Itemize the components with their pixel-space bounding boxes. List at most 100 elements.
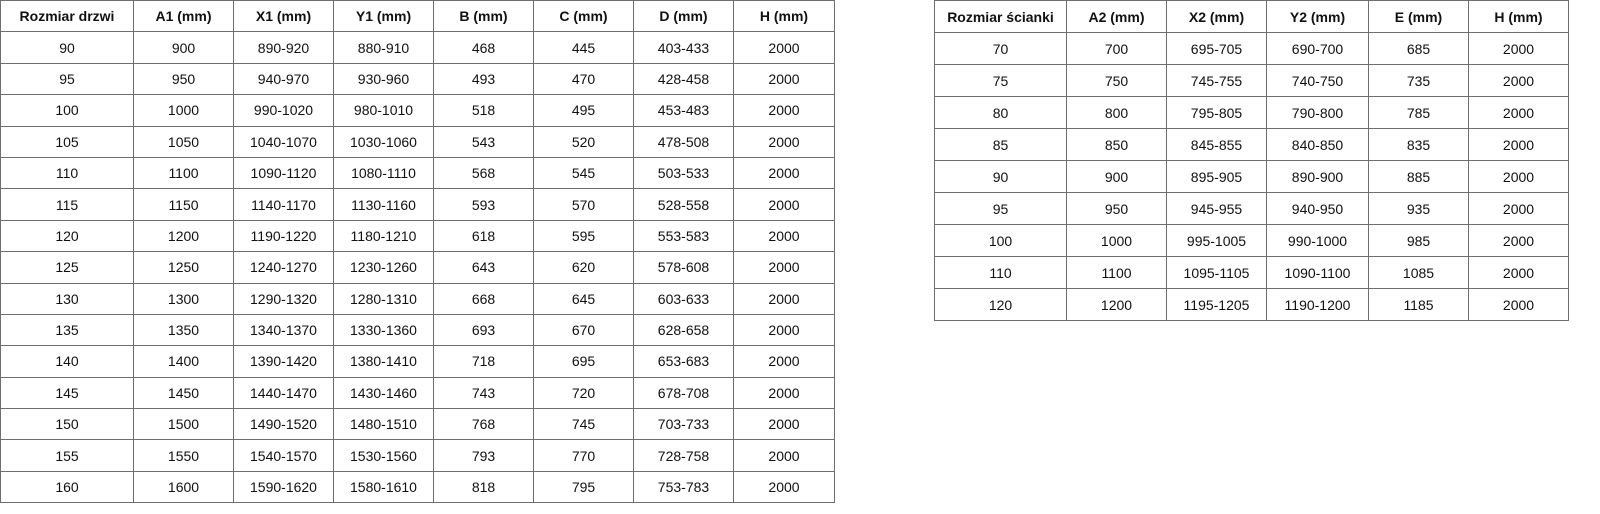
table-cell: 1240-1270 bbox=[233, 251, 334, 284]
table-cell: 840-850 bbox=[1266, 128, 1369, 161]
door-size-table: Rozmiar drzwi A1 (mm) X1 (mm) Y1 (mm) B (mm)… bbox=[0, 0, 835, 504]
table-cell: 1550 bbox=[133, 439, 234, 472]
table-cell: 620 bbox=[533, 251, 634, 284]
table-cell: 618 bbox=[433, 219, 534, 253]
table-cell: 2000 bbox=[733, 94, 835, 127]
table-cell: 695-705 bbox=[1166, 32, 1267, 65]
column-header: X2 (mm) bbox=[1166, 0, 1267, 33]
table-cell: 115 bbox=[0, 188, 134, 221]
table-cell: 703-733 bbox=[633, 408, 734, 441]
table-cell: 2000 bbox=[733, 62, 835, 96]
header-row: Rozmiar ścianki A2 (mm) X2 (mm) Y2 (mm) E (m… bbox=[934, 0, 1569, 33]
table-cell: 645 bbox=[533, 282, 634, 315]
table-cell: 140 bbox=[0, 345, 134, 378]
table-cell: 543 bbox=[433, 125, 534, 158]
table-cell: 80 bbox=[934, 96, 1067, 129]
table-cell: 2000 bbox=[1468, 64, 1569, 97]
table-cell: 95 bbox=[934, 192, 1067, 225]
table-cell: 1530-1560 bbox=[333, 439, 434, 472]
table-row: 120 1200 1190-1220 1180-1210 618 595 553-583 20… bbox=[0, 219, 835, 253]
table-cell: 668 bbox=[433, 282, 534, 315]
table-cell: 700 bbox=[1066, 32, 1167, 65]
table-cell: 1190-1220 bbox=[233, 219, 334, 253]
table-cell: 110 bbox=[0, 156, 134, 190]
table-cell: 2000 bbox=[733, 31, 835, 64]
table-cell: 818 bbox=[433, 470, 534, 504]
column-header: Y2 (mm) bbox=[1266, 0, 1369, 33]
table-cell: 70 bbox=[934, 32, 1067, 65]
table-cell: 720 bbox=[533, 376, 634, 410]
table-cell: 1185 bbox=[1368, 288, 1469, 321]
column-header: E (mm) bbox=[1368, 0, 1469, 33]
table-row: 70 700 695-705 690-700 685 2000 bbox=[934, 32, 1569, 65]
table-cell: 790-800 bbox=[1266, 96, 1369, 129]
table-cell: 2000 bbox=[733, 156, 835, 190]
table-cell: 2000 bbox=[733, 251, 835, 284]
table-cell: 1085 bbox=[1368, 256, 1469, 289]
table-cell: 890-920 bbox=[233, 31, 334, 64]
table-cell: 1030-1060 bbox=[333, 125, 434, 158]
table-cell: 768 bbox=[433, 408, 534, 441]
table-row: 110 1100 1090-1120 1080-1110 568 545 503-533 20… bbox=[0, 156, 835, 190]
table-cell: 90 bbox=[934, 160, 1067, 193]
table-cell: 1340-1370 bbox=[233, 313, 334, 347]
table-cell: 545 bbox=[533, 156, 634, 190]
table-cell: 890-900 bbox=[1266, 160, 1369, 193]
table-cell: 1590-1620 bbox=[233, 470, 334, 504]
table-cell: 1250 bbox=[133, 251, 234, 284]
table-cell: 105 bbox=[0, 125, 134, 158]
table-cell: 1280-1310 bbox=[333, 282, 434, 315]
table-row: 75 750 745-755 740-750 735 2000 bbox=[934, 64, 1569, 97]
table-cell: 1430-1460 bbox=[333, 376, 434, 410]
table-cell: 1140-1170 bbox=[233, 188, 334, 221]
table-row: 110 1100 1095-1105 1090-1100 1085 2000 bbox=[934, 256, 1569, 289]
table-cell: 685 bbox=[1368, 32, 1469, 65]
table-cell: 125 bbox=[0, 251, 134, 284]
table-cell: 603-633 bbox=[633, 282, 734, 315]
table-cell: 1540-1570 bbox=[233, 439, 334, 472]
column-header: X1 (mm) bbox=[233, 0, 334, 33]
table-cell: 1230-1260 bbox=[333, 251, 434, 284]
column-header: Rozmiar drzwi bbox=[0, 0, 134, 33]
table-cell: 75 bbox=[934, 64, 1067, 97]
table-cell: 2000 bbox=[733, 313, 835, 347]
table-cell: 895-905 bbox=[1166, 160, 1267, 193]
table-row: 100 1000 995-1005 990-1000 985 2000 bbox=[934, 224, 1569, 257]
table-cell: 980-1010 bbox=[333, 94, 434, 127]
table-cell: 1040-1070 bbox=[233, 125, 334, 158]
table-cell: 445 bbox=[533, 31, 634, 64]
table-row: 140 1400 1390-1420 1380-1410 718 695 653-683 20… bbox=[0, 345, 835, 378]
table-cell: 900 bbox=[133, 31, 234, 64]
table-row: 95 950 940-970 930-960 493 470 428-458 2000 bbox=[0, 62, 835, 96]
table-cell: 155 bbox=[0, 439, 134, 472]
table-row: 115 1150 1140-1170 1130-1160 593 570 528-558 20… bbox=[0, 188, 835, 221]
table-cell: 468 bbox=[433, 31, 534, 64]
table-cell: 1090-1100 bbox=[1266, 256, 1369, 289]
table-cell: 2000 bbox=[733, 345, 835, 378]
table-cell: 880-910 bbox=[333, 31, 434, 64]
table-cell: 745 bbox=[533, 408, 634, 441]
table-cell: 110 bbox=[934, 256, 1067, 289]
table-cell: 2000 bbox=[733, 282, 835, 315]
table-cell: 428-458 bbox=[633, 62, 734, 96]
table-cell: 930-960 bbox=[333, 62, 434, 96]
table-cell: 995-1005 bbox=[1166, 224, 1267, 257]
table-cell: 1190-1200 bbox=[1266, 288, 1369, 321]
table-cell: 1600 bbox=[133, 470, 234, 504]
table-cell: 593 bbox=[433, 188, 534, 221]
table-cell: 1050 bbox=[133, 125, 234, 158]
table-cell: 990-1000 bbox=[1266, 224, 1369, 257]
table-row: 90 900 890-920 880-910 468 445 403-433 2000 bbox=[0, 31, 835, 64]
table-cell: 150 bbox=[0, 408, 134, 441]
table-cell: 693 bbox=[433, 313, 534, 347]
table-cell: 578-608 bbox=[633, 251, 734, 284]
table-cell: 478-508 bbox=[633, 125, 734, 158]
table-cell: 1580-1610 bbox=[333, 470, 434, 504]
table-cell: 1380-1410 bbox=[333, 345, 434, 378]
table-cell: 950 bbox=[133, 62, 234, 96]
table-cell: 935 bbox=[1368, 192, 1469, 225]
table-row: 135 1350 1340-1370 1330-1360 693 670 628-658 20… bbox=[0, 313, 835, 347]
table-cell: 653-683 bbox=[633, 345, 734, 378]
header-row: Rozmiar drzwi A1 (mm) X1 (mm) Y1 (mm) B (mm)… bbox=[0, 0, 835, 33]
table-cell: 1350 bbox=[133, 313, 234, 347]
